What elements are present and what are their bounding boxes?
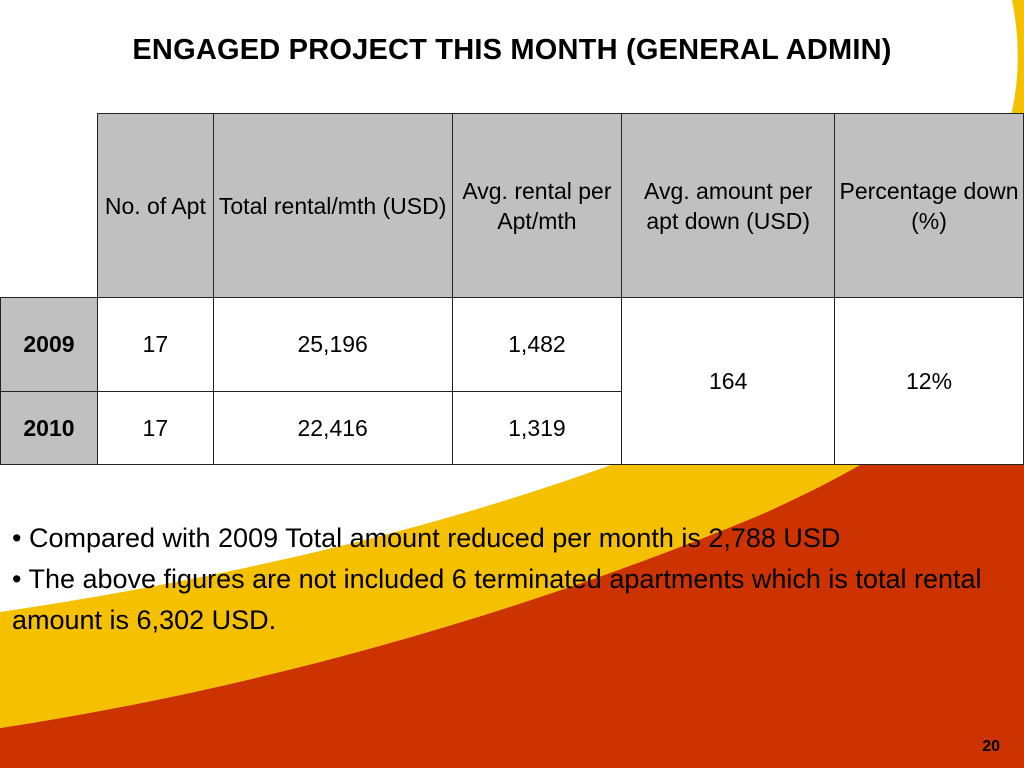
red-swoosh-shape [0,340,1024,768]
cell-avg-down: 164 [621,297,836,465]
cell-pct-down: 12% [834,297,1024,465]
col-header-total: Total rental/mth (USD) [212,113,453,298]
cell-total-2010: 22,416 [212,391,453,465]
cell-avg-2009: 1,482 [451,297,623,392]
col-header-avg-down: Avg. amount per apt down (USD) [621,113,836,298]
cell-total-2009: 25,196 [212,297,453,392]
table-row: 2010 17 22,416 1,319 [0,391,1024,465]
row-header-2010: 2010 [0,391,98,465]
cell-apts-2009: 17 [96,297,214,392]
slide-title: ENGAGED PROJECT THIS MONTH (GENERAL ADMI… [132,34,892,66]
cell-apts-2010: 17 [96,391,214,465]
page-number: 20 [982,738,1000,755]
table-row: 2009 17 25,196 1,482 164 12% [0,297,1024,465]
accent-curve-shape [1010,0,1024,120]
table-corner-cell [0,113,98,298]
cell-avg-2010: 1,319 [451,391,623,465]
yellow-swoosh-shape [0,130,1024,728]
bullet-item: • The above figures are not included 6 t… [12,564,982,635]
table-header-row: No. of Apt Total rental/mth (USD) Avg. r… [0,113,1024,298]
col-header-apts: No. of Apt [96,113,214,298]
bullet-list: • Compared with 2009 Total amount reduce… [12,518,1012,641]
bullet-item: • Compared with 2009 Total amount reduce… [12,523,841,553]
col-header-avg: Avg. rental per Apt/mth [451,113,623,298]
row-header-2009: 2009 [0,297,98,392]
rental-table: No. of Apt Total rental/mth (USD) Avg. r… [0,113,1024,465]
col-header-pct-down: Percentage down (%) [834,113,1024,298]
